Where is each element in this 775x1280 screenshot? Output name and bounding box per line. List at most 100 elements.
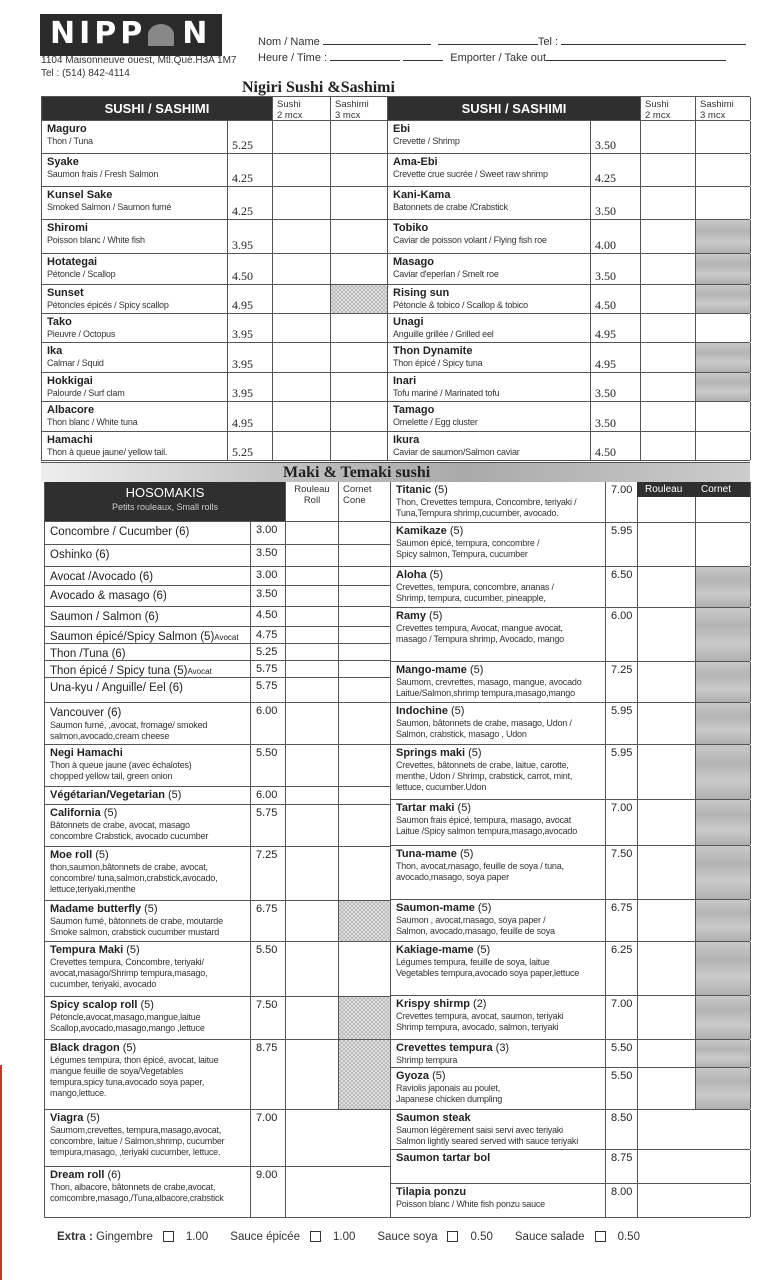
cone-qty-cell[interactable] bbox=[339, 745, 391, 786]
sashimi-qty-cell[interactable] bbox=[331, 402, 388, 431]
sushi-qty-cell[interactable] bbox=[273, 402, 331, 431]
sushi-qty-cell[interactable] bbox=[641, 187, 696, 219]
sushi-qty-cell[interactable] bbox=[641, 220, 696, 253]
sashimi-qty-cell[interactable] bbox=[696, 402, 751, 431]
order-qty-cell[interactable] bbox=[286, 1110, 391, 1166]
sashimi-qty-cell[interactable] bbox=[696, 154, 751, 186]
time-field-2[interactable] bbox=[403, 51, 444, 61]
sashimi-qty-cell[interactable] bbox=[696, 432, 751, 460]
cone-qty-cell[interactable] bbox=[339, 787, 391, 804]
cone-qty-cell[interactable] bbox=[339, 847, 391, 900]
order-qty-cell[interactable] bbox=[638, 1184, 751, 1217]
cone-qty-cell[interactable] bbox=[339, 545, 391, 566]
roll-qty-cell[interactable] bbox=[638, 1068, 696, 1109]
roll-qty-cell[interactable] bbox=[286, 805, 339, 846]
roll-qty-cell[interactable] bbox=[286, 1040, 339, 1109]
sashimi-qty-cell[interactable] bbox=[696, 314, 751, 342]
sushi-qty-cell[interactable] bbox=[273, 314, 331, 342]
roll-qty-cell[interactable] bbox=[638, 523, 696, 566]
sashimi-qty-cell[interactable] bbox=[696, 187, 751, 219]
sashimi-qty-cell[interactable] bbox=[331, 254, 388, 284]
cone-qty-cell[interactable] bbox=[339, 607, 391, 626]
extra-checkbox[interactable] bbox=[162, 1231, 174, 1243]
roll-qty-cell[interactable] bbox=[286, 607, 339, 626]
sushi-qty-cell[interactable] bbox=[641, 373, 696, 401]
roll-qty-cell[interactable] bbox=[286, 545, 339, 566]
roll-qty-cell[interactable] bbox=[638, 745, 696, 799]
sushi-qty-cell[interactable] bbox=[641, 432, 696, 460]
roll-qty-cell[interactable] bbox=[286, 745, 339, 786]
sushi-qty-cell[interactable] bbox=[641, 254, 696, 284]
sushi-qty-cell[interactable] bbox=[641, 154, 696, 186]
sushi-qty-cell[interactable] bbox=[273, 343, 331, 372]
roll-qty-cell[interactable] bbox=[286, 644, 339, 660]
sushi-qty-cell[interactable] bbox=[273, 154, 331, 186]
order-qty-cell[interactable] bbox=[638, 1110, 751, 1149]
sashimi-qty-cell[interactable] bbox=[331, 154, 388, 186]
roll-qty-cell[interactable] bbox=[286, 627, 339, 643]
roll-qty-cell[interactable] bbox=[286, 997, 339, 1039]
sushi-qty-cell[interactable] bbox=[641, 402, 696, 431]
order-qty-cell[interactable] bbox=[638, 1150, 751, 1183]
sashimi-qty-cell[interactable] bbox=[331, 220, 388, 253]
roll-qty-cell[interactable] bbox=[286, 661, 339, 677]
roll-qty-cell[interactable] bbox=[638, 846, 696, 899]
sushi-qty-cell[interactable] bbox=[641, 314, 696, 342]
cone-qty-cell[interactable] bbox=[339, 586, 391, 606]
cone-qty-cell[interactable] bbox=[339, 805, 391, 846]
sushi-qty-cell[interactable] bbox=[273, 373, 331, 401]
roll-qty-cell[interactable] bbox=[286, 847, 339, 900]
sashimi-qty-cell[interactable] bbox=[331, 432, 388, 460]
sushi-qty-cell[interactable] bbox=[273, 220, 331, 253]
name-field[interactable] bbox=[322, 35, 431, 45]
roll-qty-cell[interactable] bbox=[286, 567, 339, 585]
roll-qty-cell[interactable] bbox=[286, 901, 339, 941]
roll-qty-cell[interactable] bbox=[286, 586, 339, 606]
sushi-qty-cell[interactable] bbox=[273, 254, 331, 284]
cone-qty-cell[interactable] bbox=[339, 644, 391, 660]
cone-qty-cell[interactable] bbox=[696, 482, 751, 522]
roll-qty-cell[interactable] bbox=[286, 703, 339, 744]
sushi-qty-cell[interactable] bbox=[641, 121, 696, 153]
roll-qty-cell[interactable] bbox=[638, 942, 696, 995]
roll-qty-cell[interactable] bbox=[286, 942, 339, 996]
extra-checkbox[interactable] bbox=[447, 1231, 459, 1243]
roll-qty-cell[interactable] bbox=[638, 1040, 696, 1067]
cone-qty-cell[interactable] bbox=[339, 703, 391, 744]
name-field-2[interactable] bbox=[437, 35, 538, 45]
roll-qty-cell[interactable] bbox=[286, 787, 339, 804]
tel-field[interactable] bbox=[561, 35, 747, 45]
cone-qty-cell[interactable] bbox=[339, 627, 391, 643]
order-qty-cell[interactable] bbox=[286, 1167, 391, 1217]
roll-qty-cell[interactable] bbox=[638, 996, 696, 1039]
cone-qty-cell[interactable] bbox=[339, 942, 391, 996]
roll-qty-cell[interactable] bbox=[638, 662, 696, 702]
cone-qty-cell[interactable] bbox=[696, 523, 751, 566]
sashimi-qty-cell[interactable] bbox=[331, 343, 388, 372]
sushi-qty-cell[interactable] bbox=[273, 187, 331, 219]
sashimi-qty-cell[interactable] bbox=[331, 373, 388, 401]
cone-qty-cell[interactable] bbox=[339, 567, 391, 585]
cone-qty-cell[interactable] bbox=[339, 678, 391, 702]
roll-qty-cell[interactable] bbox=[638, 567, 696, 607]
sushi-qty-cell[interactable] bbox=[273, 432, 331, 460]
time-field[interactable] bbox=[330, 51, 401, 61]
roll-qty-cell[interactable] bbox=[638, 800, 696, 845]
sushi-qty-cell[interactable] bbox=[273, 285, 331, 313]
sashimi-qty-cell[interactable] bbox=[331, 314, 388, 342]
roll-qty-cell[interactable] bbox=[638, 608, 696, 661]
cone-qty-cell[interactable] bbox=[339, 522, 391, 544]
roll-qty-cell[interactable] bbox=[638, 900, 696, 941]
sushi-qty-cell[interactable] bbox=[273, 121, 331, 153]
cone-qty-cell[interactable] bbox=[339, 661, 391, 677]
extra-checkbox[interactable] bbox=[594, 1231, 606, 1243]
roll-qty-cell[interactable] bbox=[286, 678, 339, 702]
sashimi-qty-cell[interactable] bbox=[331, 187, 388, 219]
sashimi-qty-cell[interactable] bbox=[696, 121, 751, 153]
sushi-qty-cell[interactable] bbox=[641, 285, 696, 313]
takeout-field[interactable] bbox=[546, 51, 727, 61]
extra-checkbox[interactable] bbox=[309, 1231, 321, 1243]
sashimi-qty-cell[interactable] bbox=[331, 121, 388, 153]
roll-qty-cell[interactable] bbox=[286, 522, 339, 544]
sushi-qty-cell[interactable] bbox=[641, 343, 696, 372]
